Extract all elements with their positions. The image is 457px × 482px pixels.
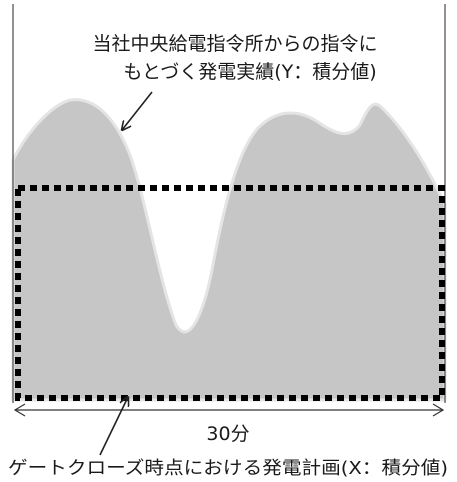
plan-label: ゲートクローズ時点における発電計画(X：積分値) [8, 458, 448, 479]
actual-generation-area [11, 98, 447, 402]
actual-callout-arrow [122, 91, 153, 130]
duration-right-arrowhead [432, 403, 445, 417]
actual-label-line2: もとづく発電実績(Y：積分値) [123, 61, 376, 83]
actual-label-line1: 当社中央給電指令所からの指令に [92, 33, 377, 55]
plan-callout-arrow [99, 397, 128, 456]
duration-left-arrowhead [13, 403, 26, 417]
generation-plan-rectangle [15, 185, 445, 401]
duration-label: 30分 [206, 423, 249, 445]
